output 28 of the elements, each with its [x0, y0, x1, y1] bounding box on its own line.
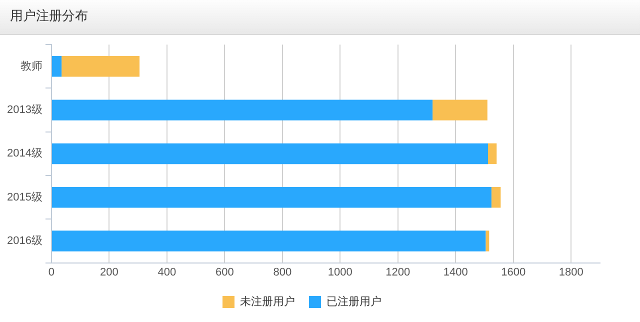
y-tick-label: 2013级 [6, 104, 42, 116]
bar [62, 56, 140, 77]
x-tick-label: 800 [273, 266, 292, 278]
legend-label: 未注册用户 [240, 295, 295, 308]
bar [491, 186, 501, 208]
x-tick-label: 1000 [328, 266, 352, 278]
y-tick-label: 教师 [20, 60, 42, 72]
bar [52, 230, 486, 252]
y-tick-label: 2014级 [6, 148, 42, 160]
bar [488, 143, 497, 164]
bar [52, 143, 488, 164]
x-tick-label: 1400 [443, 266, 468, 278]
x-tick-label: 200 [100, 266, 118, 278]
x-tick-label: 0 [48, 266, 55, 278]
x-tick-label: 600 [216, 266, 234, 278]
legend-label: 已注册用户 [326, 295, 382, 308]
y-tick-label: 2016级 [6, 235, 42, 248]
x-tick-label: 1800 [558, 266, 584, 278]
bar [432, 100, 488, 120]
x-tick-label: 1200 [386, 266, 410, 278]
bar [52, 100, 433, 120]
x-tick-label: 1600 [501, 266, 526, 278]
bar [52, 186, 492, 208]
bar [52, 56, 62, 77]
bar [486, 230, 490, 252]
x-tick-label: 400 [158, 266, 176, 278]
y-tick-label: 2015级 [6, 191, 42, 204]
chart-title: 用户注册分布 [0, 0, 640, 35]
